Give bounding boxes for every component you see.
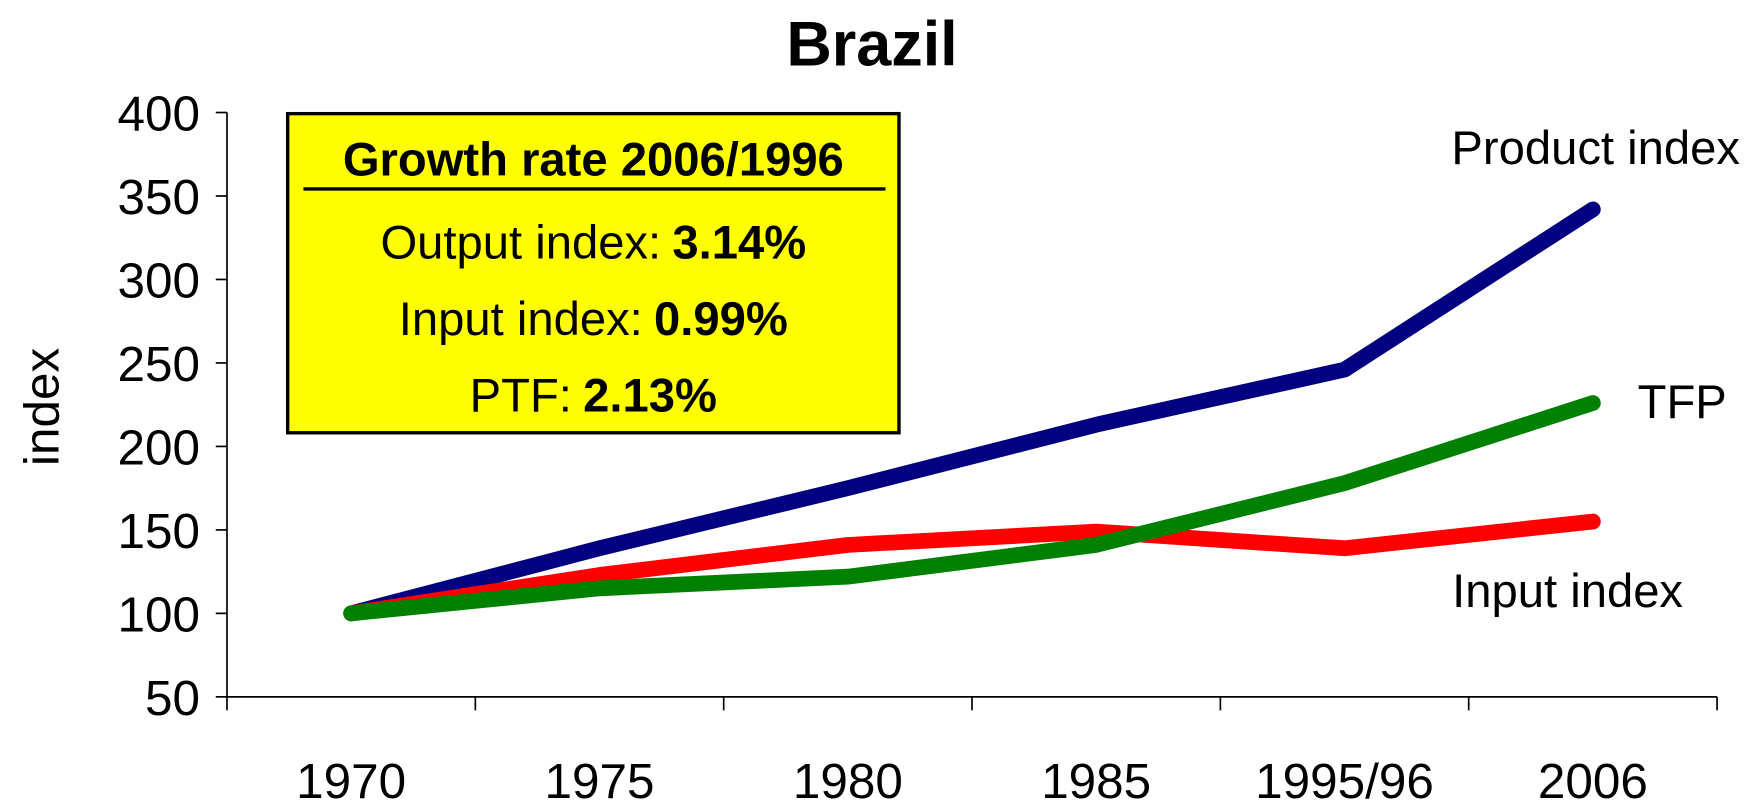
annotation-label: Input index:: [399, 293, 643, 346]
series-label: Input index: [1452, 565, 1683, 618]
y-axis-label: index: [14, 348, 69, 466]
chart-title: Brazil: [786, 9, 957, 79]
y-tick-label: 150: [118, 504, 200, 559]
y-tick-label: 350: [118, 170, 200, 225]
y-tick-label: 200: [118, 420, 200, 475]
y-tick-label: 100: [118, 587, 200, 642]
annotation-line: Input index: 0.99%: [399, 293, 788, 346]
series-line: [343, 513, 1601, 622]
x-tick-label: 1995/96: [1255, 754, 1434, 806]
x-tick-label: 1975: [545, 754, 655, 806]
x-tick-label: 1985: [1041, 754, 1151, 806]
annotation-box: [285, 111, 901, 435]
annotation-label: PTF:: [470, 369, 572, 422]
y-tick-label: 300: [118, 253, 200, 308]
annotation-value: 0.99%: [654, 293, 788, 346]
series-line: [343, 201, 1601, 622]
x-tick-label: 1970: [296, 754, 406, 806]
annotation-value: 3.14%: [672, 217, 806, 270]
annotation-line: Output index: 3.14%: [380, 217, 806, 270]
annotation-title: Growth rate 2006/1996: [343, 133, 844, 186]
annotation-value: 2.13%: [583, 369, 717, 422]
annotation-label: Output index:: [380, 217, 661, 270]
annotation-line: PTF: 2.13%: [470, 369, 717, 422]
x-tick-label: 1980: [793, 754, 903, 806]
y-tick-label: 400: [118, 86, 200, 141]
x-tick-label: 2006: [1538, 754, 1648, 806]
y-tick-label: 50: [145, 671, 200, 726]
series-label: TFP: [1638, 376, 1727, 429]
series-line: [343, 395, 1601, 622]
series-label: Product index: [1451, 122, 1740, 175]
y-tick-label: 250: [118, 337, 200, 392]
